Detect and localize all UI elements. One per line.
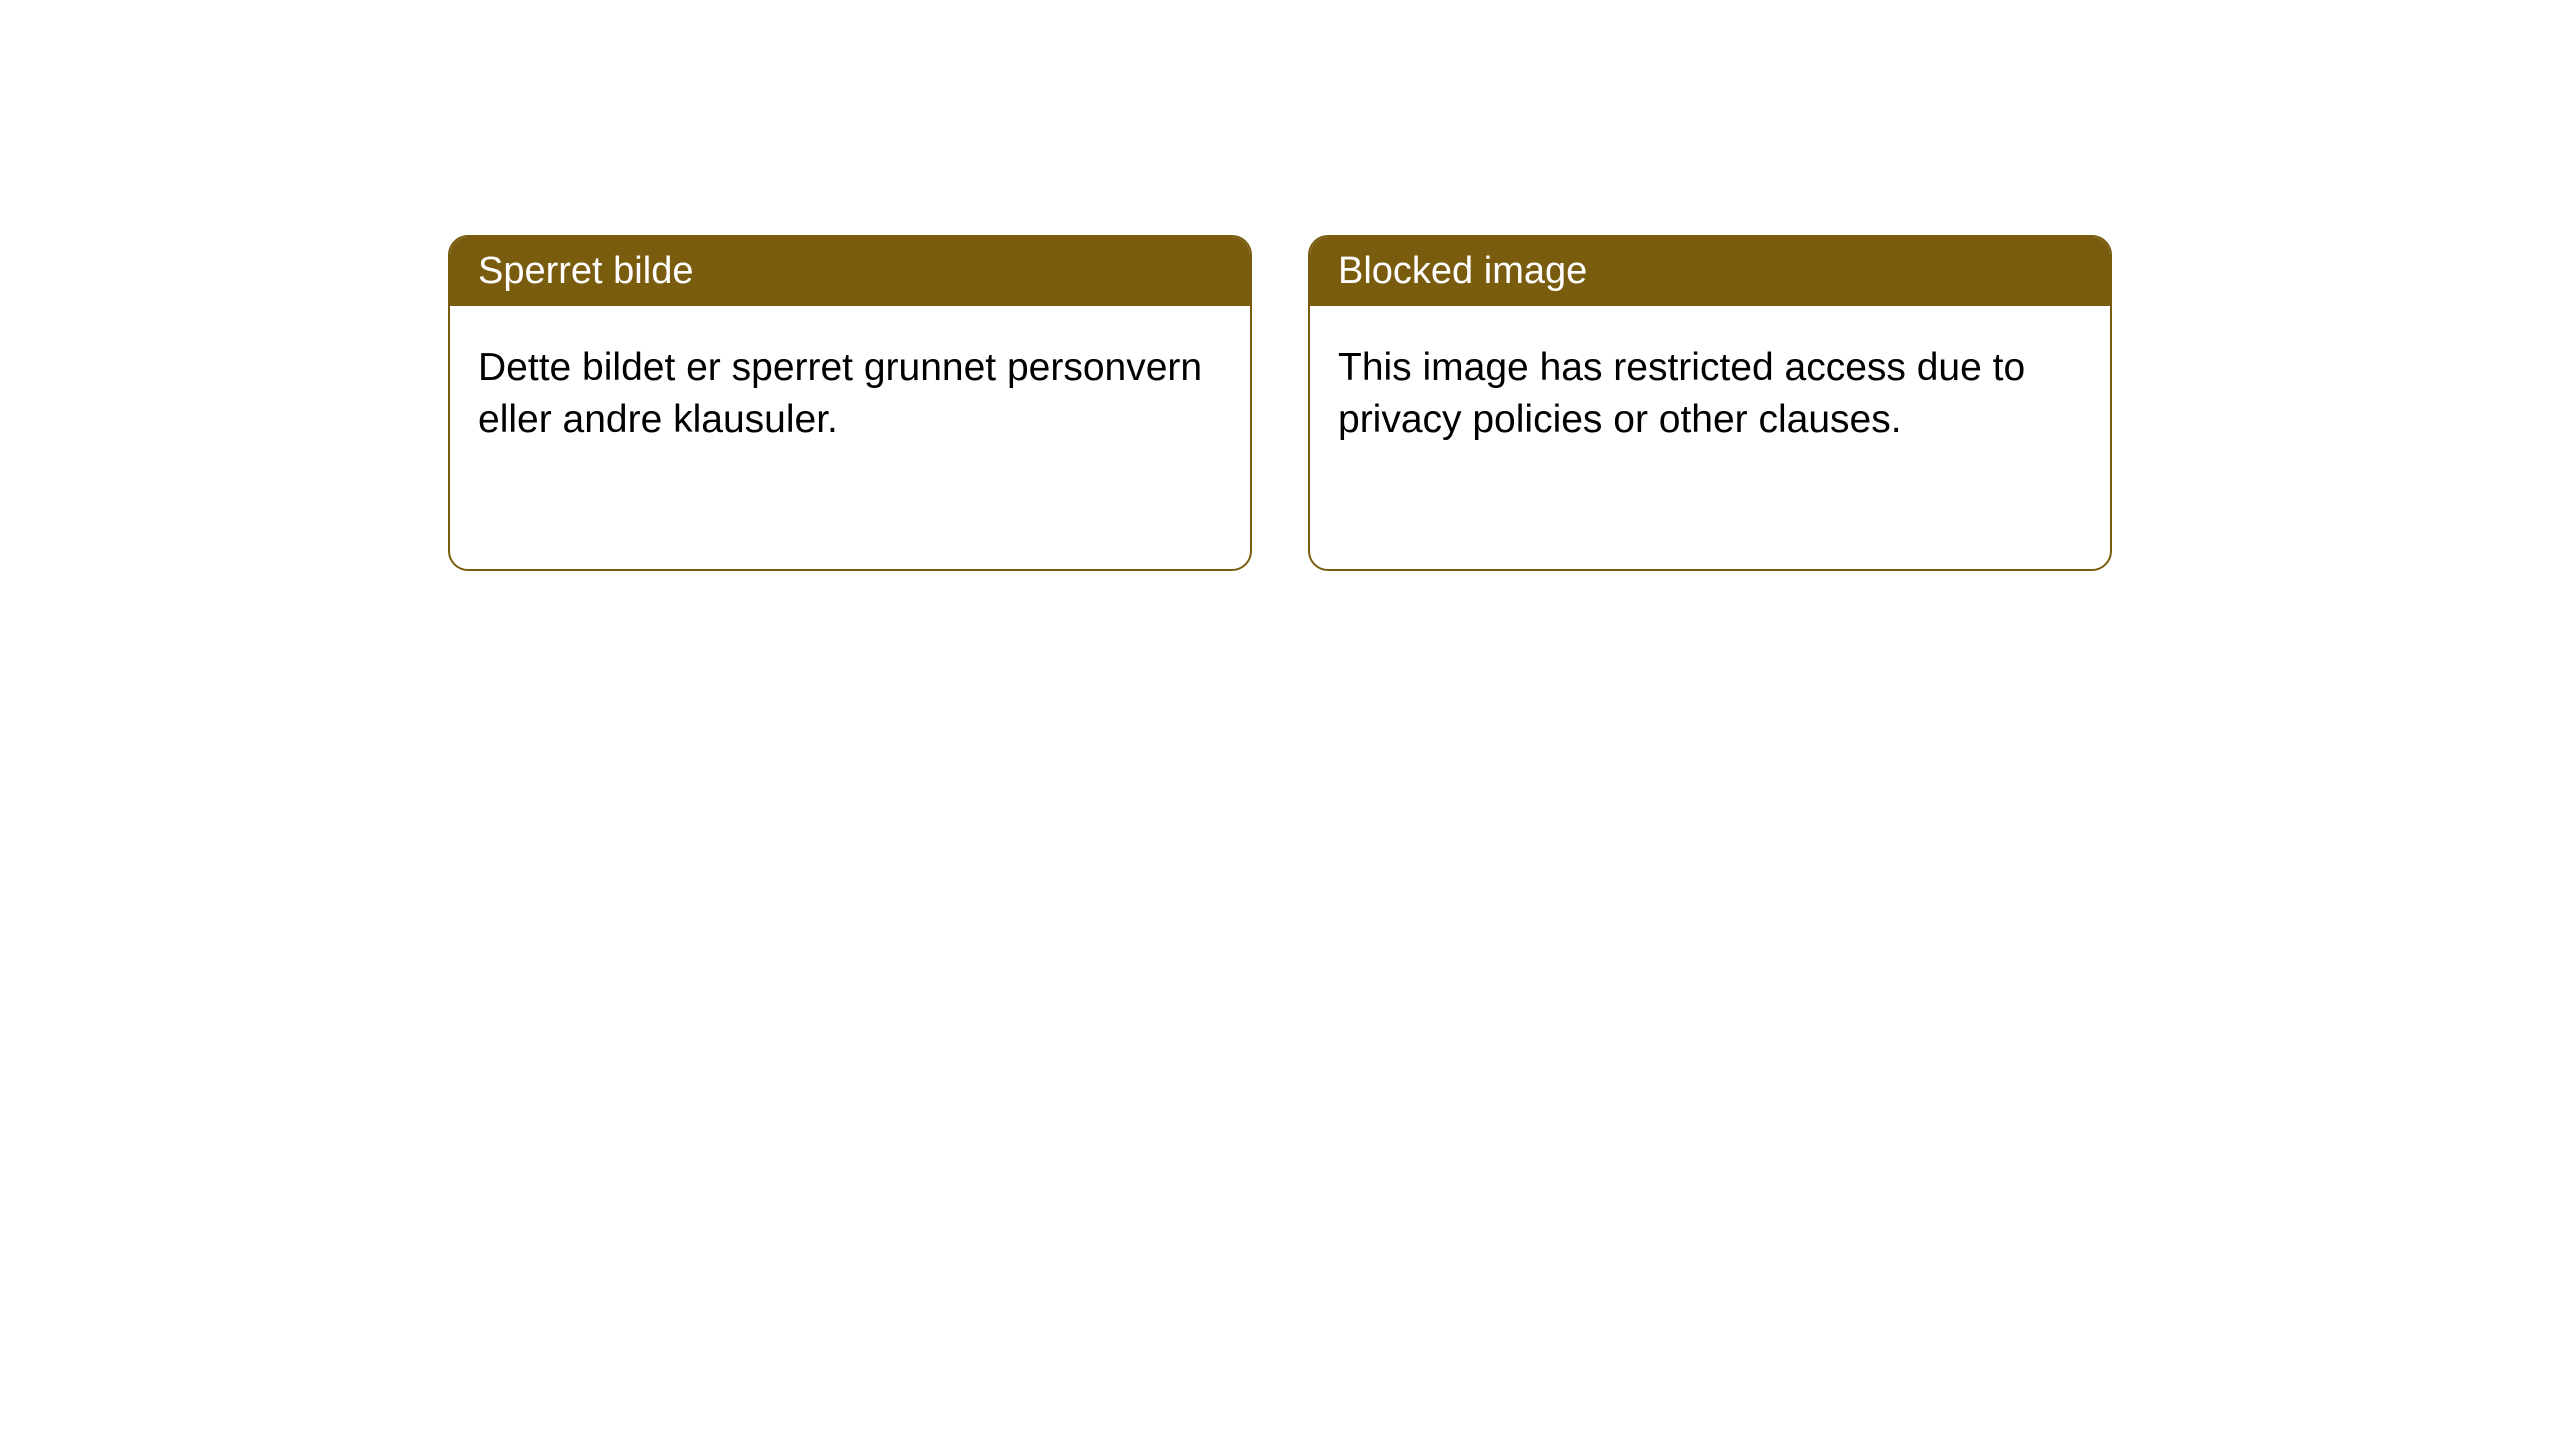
card-body-text: This image has restricted access due to … [1338,346,2025,441]
card-title: Sperret bilde [478,250,693,292]
card-body-text: Dette bildet er sperret grunnet personve… [478,346,1202,441]
notice-card-norwegian: Sperret bilde Dette bildet er sperret gr… [448,235,1252,571]
card-title: Blocked image [1338,250,1587,292]
card-body: This image has restricted access due to … [1310,306,2110,482]
card-body: Dette bildet er sperret grunnet personve… [450,306,1250,482]
card-header: Blocked image [1310,237,2110,306]
notice-card-english: Blocked image This image has restricted … [1308,235,2112,571]
card-header: Sperret bilde [450,237,1250,306]
notice-cards-row: Sperret bilde Dette bildet er sperret gr… [448,235,2112,571]
